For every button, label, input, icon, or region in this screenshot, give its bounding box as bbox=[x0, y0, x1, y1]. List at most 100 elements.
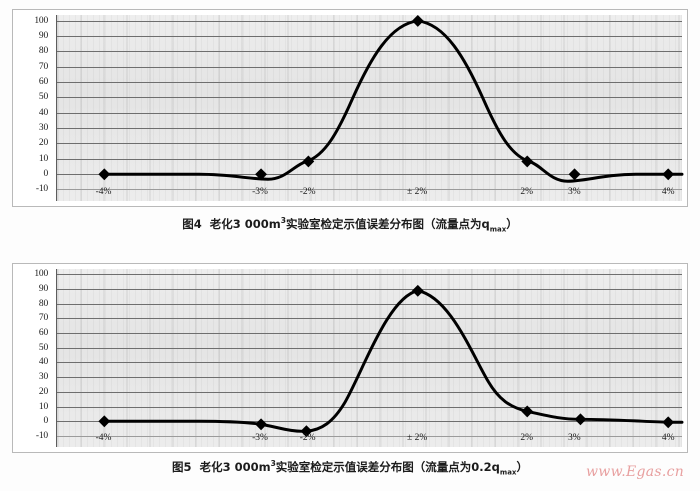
data-point-marker bbox=[302, 155, 315, 168]
gridline bbox=[57, 274, 682, 276]
x-tick: 2% bbox=[520, 433, 534, 443]
gridline bbox=[57, 20, 682, 22]
plot-area-2 bbox=[56, 269, 684, 447]
caption-superscript: 3 bbox=[270, 459, 276, 469]
caption-tail: ） bbox=[516, 460, 528, 474]
x-tick: -3% bbox=[252, 433, 268, 443]
data-point-marker bbox=[98, 168, 111, 181]
x-tick: 2% bbox=[520, 187, 534, 197]
figure-caption-2: 图5 老化3 000m3实验室检定示值误差分布图（流量点为0.2qmax） bbox=[0, 459, 700, 476]
caption-superscript: 3 bbox=[280, 216, 286, 226]
series-path bbox=[102, 19, 684, 183]
gridline bbox=[57, 158, 682, 160]
gridline bbox=[57, 303, 682, 305]
chart-frame-1: 100 90 80 70 60 50 40 30 20 10 0 -10 bbox=[12, 9, 688, 207]
x-tick: 4% bbox=[661, 433, 675, 443]
data-point-marker bbox=[300, 425, 313, 438]
gridline bbox=[57, 362, 682, 364]
y-tick: 80 bbox=[38, 298, 48, 309]
y-tick: 0 bbox=[43, 416, 48, 427]
gridline bbox=[57, 377, 682, 379]
y-tick: 10 bbox=[38, 153, 48, 164]
y-tick: 90 bbox=[38, 284, 48, 295]
data-point-marker bbox=[411, 15, 424, 27]
y-tick: 30 bbox=[38, 372, 48, 383]
caption-main-b: 实验室检定示值误差分布图（流量点为q bbox=[285, 217, 490, 231]
x-tick: -3% bbox=[252, 187, 268, 197]
chart-inner-1: 100 90 80 70 60 50 40 30 20 10 0 -10 bbox=[18, 15, 684, 201]
plot-area-1 bbox=[56, 15, 684, 201]
y-tick: 90 bbox=[38, 31, 48, 42]
gridline bbox=[57, 289, 682, 291]
figure-4-block: 100 90 80 70 60 50 40 30 20 10 0 -10 bbox=[0, 0, 700, 245]
y-tick: 60 bbox=[38, 328, 48, 339]
data-point-marker bbox=[568, 168, 581, 181]
caption-tail: ） bbox=[506, 217, 518, 231]
data-point-markers-2 bbox=[98, 284, 675, 438]
series-path bbox=[102, 289, 684, 433]
gridline bbox=[57, 189, 682, 191]
x-tick: -2% bbox=[299, 433, 316, 443]
gridline bbox=[57, 406, 682, 408]
data-point-marker bbox=[411, 284, 424, 297]
y-tick: 20 bbox=[38, 386, 48, 397]
y-tick: 10 bbox=[38, 401, 48, 412]
x-tick: 3% bbox=[567, 433, 581, 443]
x-tick: -4% bbox=[95, 433, 112, 443]
site-watermark: www.Egas.cn bbox=[586, 464, 685, 480]
chart-inner-2: 100 90 80 70 60 50 40 30 20 10 0 -10 bbox=[18, 269, 684, 447]
y-tick: -10 bbox=[35, 184, 48, 195]
caption-main-a: 老化3 000m bbox=[199, 460, 271, 474]
y-tick: 100 bbox=[34, 269, 48, 280]
gridline bbox=[57, 51, 682, 53]
data-point-marker bbox=[662, 168, 675, 181]
caption-subscript: max bbox=[499, 468, 517, 477]
data-point-marker bbox=[255, 168, 267, 181]
figure-5-block: 100 90 80 70 60 50 40 30 20 10 0 -10 bbox=[0, 255, 700, 491]
gridline bbox=[57, 421, 682, 423]
y-tick: -10 bbox=[35, 430, 48, 441]
gridline bbox=[57, 174, 682, 176]
caption-subscript: max bbox=[489, 225, 507, 234]
x-tick: 3% bbox=[567, 187, 581, 197]
series-curve-1 bbox=[98, 15, 684, 183]
data-point-marker bbox=[574, 413, 587, 426]
y-tick: 50 bbox=[38, 92, 48, 103]
y-tick: 60 bbox=[38, 76, 48, 87]
x-tick: ± 2% bbox=[407, 187, 428, 197]
y-tick: 100 bbox=[34, 15, 48, 26]
gridline bbox=[57, 318, 682, 320]
caption-prefix: 图5 bbox=[172, 460, 192, 474]
data-point-marker bbox=[662, 416, 675, 429]
y-tick: 20 bbox=[38, 138, 48, 149]
gridline bbox=[57, 128, 682, 130]
y-axis-2: 100 90 80 70 60 50 40 30 20 10 0 -10 bbox=[18, 269, 52, 447]
y-tick: 0 bbox=[43, 169, 48, 180]
gridline bbox=[57, 347, 682, 349]
y-tick: 50 bbox=[38, 342, 48, 353]
x-tick: 4% bbox=[661, 187, 675, 197]
y-axis-1: 100 90 80 70 60 50 40 30 20 10 0 -10 bbox=[18, 15, 52, 201]
series-curve-2 bbox=[98, 284, 684, 438]
data-point-marker bbox=[255, 418, 267, 431]
caption-main-b: 实验室检定示值误差分布图（流量点为0.2q bbox=[275, 460, 500, 474]
caption-main-a: 老化3 000m bbox=[209, 217, 281, 231]
gridline bbox=[57, 333, 682, 335]
gridline bbox=[57, 81, 682, 83]
chart-frame-2: 100 90 80 70 60 50 40 30 20 10 0 -10 bbox=[12, 263, 688, 453]
gridline bbox=[57, 112, 682, 114]
gridline bbox=[57, 391, 682, 393]
y-tick: 40 bbox=[38, 107, 48, 118]
y-tick: 80 bbox=[38, 46, 48, 57]
y-tick: 70 bbox=[38, 61, 48, 72]
y-tick: 40 bbox=[38, 357, 48, 368]
y-tick: 30 bbox=[38, 123, 48, 134]
gridline bbox=[57, 36, 682, 38]
data-point-marker bbox=[98, 415, 111, 428]
x-tick: ± 2% bbox=[407, 433, 428, 443]
data-point-marker bbox=[521, 405, 534, 418]
gridline bbox=[57, 435, 682, 437]
x-axis-2: -4% -3% -2% ± 2% 2% 3% 4% bbox=[56, 433, 682, 447]
y-tick: 70 bbox=[38, 313, 48, 324]
